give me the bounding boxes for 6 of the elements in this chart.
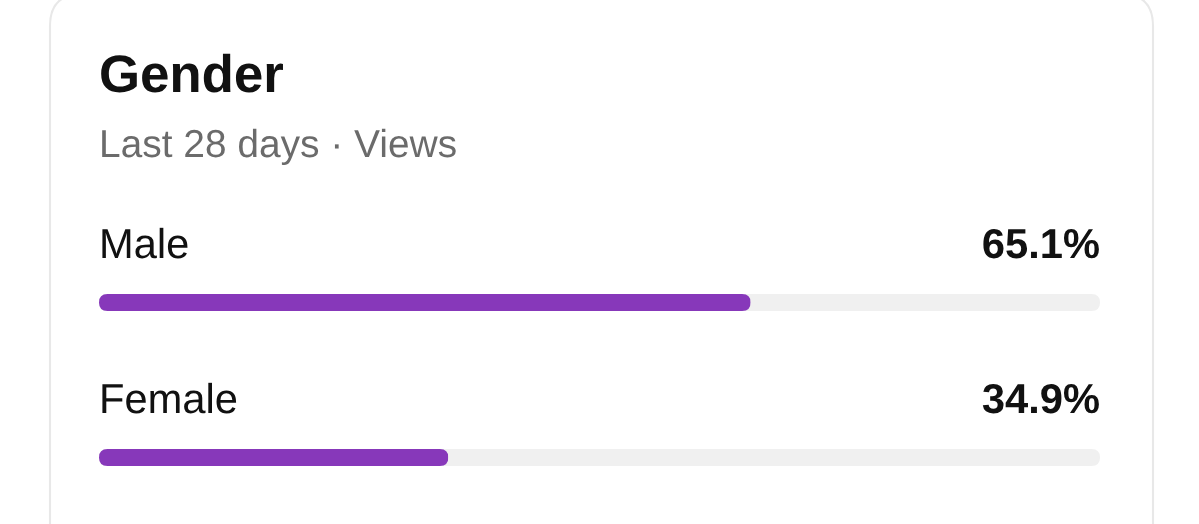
data-label: 34.9% xyxy=(982,383,1099,414)
chart-title: Gender xyxy=(101,53,283,93)
y-tick-label: Male xyxy=(102,227,188,259)
data-label: 65.1% xyxy=(983,228,1099,259)
y-tick-label: Female xyxy=(102,382,237,414)
chart-subtitle: Last 28 days · Views xyxy=(102,128,456,166)
